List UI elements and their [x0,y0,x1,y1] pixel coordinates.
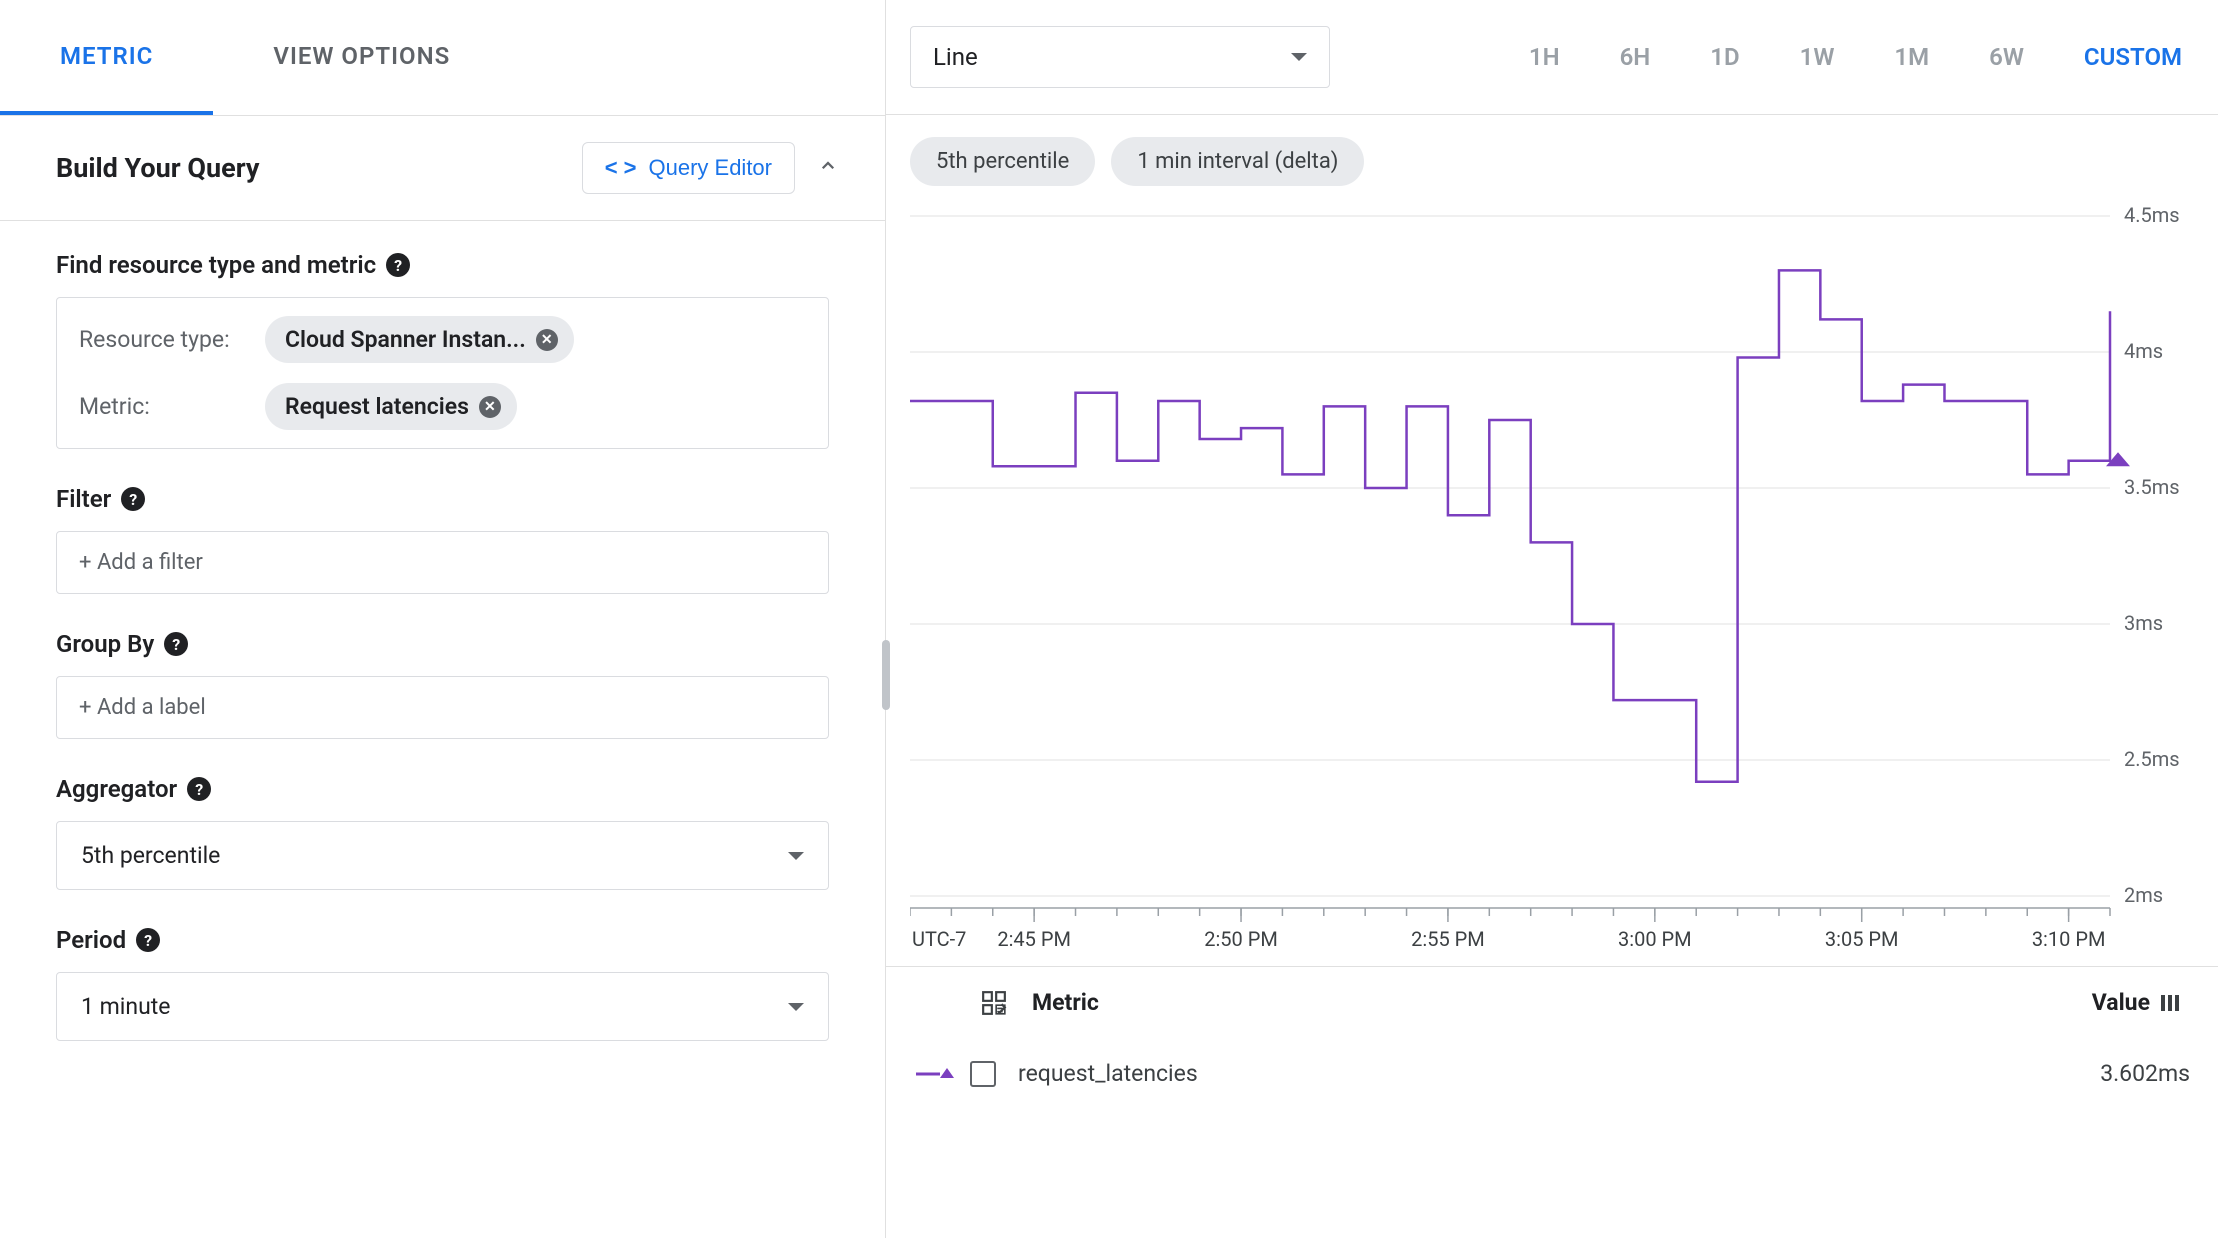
tab-metric[interactable]: METRIC [0,0,213,115]
aggregator-value: 5th percentile [81,842,220,869]
series-name: request_latencies [1018,1060,2010,1087]
metric-label: Metric: [79,393,249,420]
query-editor-button[interactable]: < > Query Editor [582,142,795,194]
groupby-placeholder: + Add a label [79,695,206,720]
build-query-title: Build Your Query [56,152,259,184]
svg-text:4ms: 4ms [2124,339,2163,363]
chart-type-select[interactable]: Line [910,26,1330,88]
filter-placeholder: + Add a filter [79,550,203,575]
help-icon[interactable]: ? [164,632,188,656]
aggregator-select[interactable]: 5th percentile [56,821,829,890]
time-range-1w[interactable]: 1W [1770,43,1865,71]
period-select[interactable]: 1 minute [56,972,829,1041]
time-range-1d[interactable]: 1D [1680,43,1769,71]
resource-type-pill[interactable]: Cloud Spanner Instan... ✕ [265,316,574,363]
period-label: Period [56,926,126,954]
tab-view-options[interactable]: VIEW OPTIONS [213,0,510,115]
chart-type-value: Line [933,43,978,71]
find-resource-label: Find resource type and metric [56,251,376,279]
metric-pill[interactable]: Request latencies ✕ [265,383,517,430]
percentile-chip[interactable]: 5th percentile [910,137,1095,186]
grid-icon[interactable] [970,990,1018,1016]
help-icon[interactable]: ? [386,253,410,277]
resource-metric-box[interactable]: Resource type: Cloud Spanner Instan... ✕… [56,297,829,449]
metric-value: Request latencies [285,393,469,420]
chevron-up-icon[interactable] [819,157,837,179]
svg-text:3ms: 3ms [2124,611,2163,635]
resize-handle[interactable] [882,640,890,710]
time-range-1m[interactable]: 1M [1864,43,1959,71]
filter-label: Filter [56,485,111,513]
svg-text:2:45 PM: 2:45 PM [997,927,1071,951]
help-icon[interactable]: ? [136,928,160,952]
code-icon: < > [605,155,637,181]
svg-text:3.5ms: 3.5ms [2124,475,2180,499]
close-icon[interactable]: ✕ [479,396,501,418]
time-range-custom[interactable]: CUSTOM [2054,43,2212,71]
svg-text:2.5ms: 2.5ms [2124,747,2180,771]
svg-text:2:50 PM: 2:50 PM [1204,927,1278,951]
tabs-row: METRIC VIEW OPTIONS [0,0,885,116]
series-value: 3.602ms [2010,1060,2190,1087]
time-range-6w[interactable]: 6W [1959,43,2054,71]
interval-chip[interactable]: 1 min interval (delta) [1111,137,1364,186]
chevron-down-icon [1291,53,1307,61]
time-ranges: 1H6H1D1W1M6WCUSTOM [1499,43,2212,71]
series-color-icon [914,1064,970,1084]
help-icon[interactable]: ? [187,777,211,801]
svg-text:3:10 PM: 3:10 PM [2032,927,2106,951]
legend-value-header: Value [2010,989,2150,1016]
chevron-down-icon [788,1003,804,1011]
groupby-label: Group By [56,630,154,658]
filter-input[interactable]: + Add a filter [56,531,829,594]
resource-type-value: Cloud Spanner Instan... [285,326,526,353]
series-checkbox[interactable] [970,1061,996,1087]
svg-text:3:05 PM: 3:05 PM [1825,927,1899,951]
resource-type-label: Resource type: [79,326,249,353]
legend-metric-header: Metric [1018,989,2010,1016]
chevron-down-icon [788,852,804,860]
query-editor-label: Query Editor [649,155,773,181]
svg-text:2:55 PM: 2:55 PM [1411,927,1485,951]
columns-icon[interactable] [2150,991,2190,1015]
latency-chart: 2ms 2.5ms 3ms 3.5ms 4ms 4.5ms 2:45 PM 2:50 PM 2:… [910,206,2210,956]
help-icon[interactable]: ? [121,487,145,511]
svg-text:UTC-7: UTC-7 [912,927,966,951]
time-range-6h[interactable]: 6H [1590,43,1681,71]
close-icon[interactable]: ✕ [536,329,558,351]
aggregator-label: Aggregator [56,775,177,803]
svg-text:4.5ms: 4.5ms [2124,206,2180,227]
svg-text:2ms: 2ms [2124,883,2163,907]
period-value: 1 minute [81,993,171,1020]
time-range-1h[interactable]: 1H [1499,43,1590,71]
svg-text:3:00 PM: 3:00 PM [1618,927,1692,951]
groupby-input[interactable]: + Add a label [56,676,829,739]
